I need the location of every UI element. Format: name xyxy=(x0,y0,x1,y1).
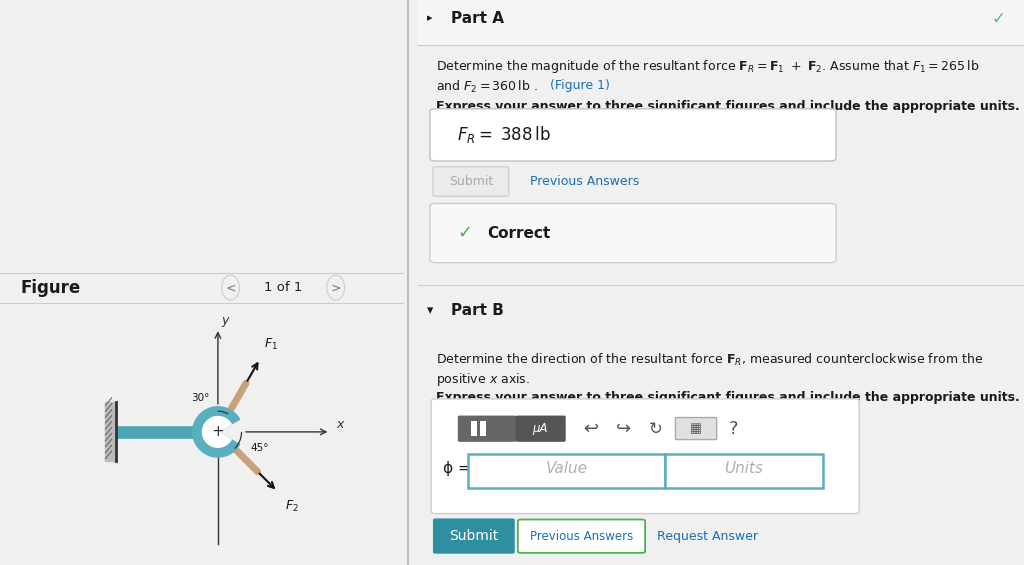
Text: +: + xyxy=(212,424,224,440)
Text: μA: μA xyxy=(532,422,548,435)
FancyBboxPatch shape xyxy=(430,203,836,263)
FancyBboxPatch shape xyxy=(676,418,717,440)
Text: Express your answer to three significant figures and include the appropriate uni: Express your answer to three significant… xyxy=(436,101,1020,114)
Text: $F_2$: $F_2$ xyxy=(285,499,298,514)
FancyBboxPatch shape xyxy=(433,519,515,554)
Text: ↪: ↪ xyxy=(616,420,632,437)
Text: $F_R = \;388\,\mathrm{lb}$: $F_R = \;388\,\mathrm{lb}$ xyxy=(457,124,551,145)
Text: >: > xyxy=(331,281,341,294)
Text: ▸: ▸ xyxy=(427,14,432,23)
Wedge shape xyxy=(203,416,231,447)
Text: Value: Value xyxy=(546,462,588,476)
FancyBboxPatch shape xyxy=(433,167,509,196)
FancyBboxPatch shape xyxy=(471,421,477,436)
FancyBboxPatch shape xyxy=(458,416,516,442)
Text: Submit: Submit xyxy=(449,175,494,188)
Circle shape xyxy=(327,275,345,300)
FancyBboxPatch shape xyxy=(518,520,645,553)
Text: and $F_2 = 360\,\mathrm{lb}$ .: and $F_2 = 360\,\mathrm{lb}$ . xyxy=(436,79,540,95)
Text: (Figure 1): (Figure 1) xyxy=(550,79,610,92)
Text: 1 of 1: 1 of 1 xyxy=(264,281,302,294)
FancyBboxPatch shape xyxy=(431,399,859,514)
Text: ✓: ✓ xyxy=(457,224,472,242)
FancyBboxPatch shape xyxy=(665,454,822,488)
Text: 30°: 30° xyxy=(191,393,210,403)
Text: ↩: ↩ xyxy=(583,420,598,437)
Text: y: y xyxy=(221,314,228,327)
Text: $F_1$: $F_1$ xyxy=(264,337,278,353)
Text: positive $x$ axis.: positive $x$ axis. xyxy=(436,372,530,389)
Text: ▦: ▦ xyxy=(690,422,701,435)
FancyBboxPatch shape xyxy=(418,0,1024,45)
Text: Determine the magnitude of the resultant force $\mathbf{F}_R = \mathbf{F}_1\ +\ : Determine the magnitude of the resultant… xyxy=(436,58,979,75)
Text: ✓: ✓ xyxy=(992,10,1006,27)
FancyBboxPatch shape xyxy=(468,454,666,488)
Text: 45°: 45° xyxy=(251,443,269,453)
Text: Submit: Submit xyxy=(450,529,499,543)
Text: Part B: Part B xyxy=(452,303,504,318)
FancyBboxPatch shape xyxy=(515,416,565,442)
Text: ?: ? xyxy=(728,420,737,437)
Text: <: < xyxy=(225,281,236,294)
Text: ϕ =: ϕ = xyxy=(443,462,471,476)
FancyBboxPatch shape xyxy=(430,108,836,161)
Text: x: x xyxy=(336,418,344,431)
Text: ▾: ▾ xyxy=(427,304,433,318)
Text: Units: Units xyxy=(724,462,763,476)
Text: Figure: Figure xyxy=(20,279,81,297)
Text: Part A: Part A xyxy=(452,11,504,26)
Circle shape xyxy=(221,275,240,300)
Wedge shape xyxy=(193,407,240,457)
Bar xyxy=(105,402,116,462)
Text: Express your answer to three significant figures and include the appropriate uni: Express your answer to three significant… xyxy=(436,391,1020,405)
Text: Previous Answers: Previous Answers xyxy=(529,529,633,543)
Text: Request Answer: Request Answer xyxy=(657,529,758,543)
Text: Determine the direction of the resultant force $\mathbf{F}_R$, measured counterc: Determine the direction of the resultant… xyxy=(436,351,983,368)
Text: ↻: ↻ xyxy=(649,420,663,437)
Text: Correct: Correct xyxy=(487,225,551,241)
FancyBboxPatch shape xyxy=(480,421,486,436)
Text: Previous Answers: Previous Answers xyxy=(530,175,639,188)
